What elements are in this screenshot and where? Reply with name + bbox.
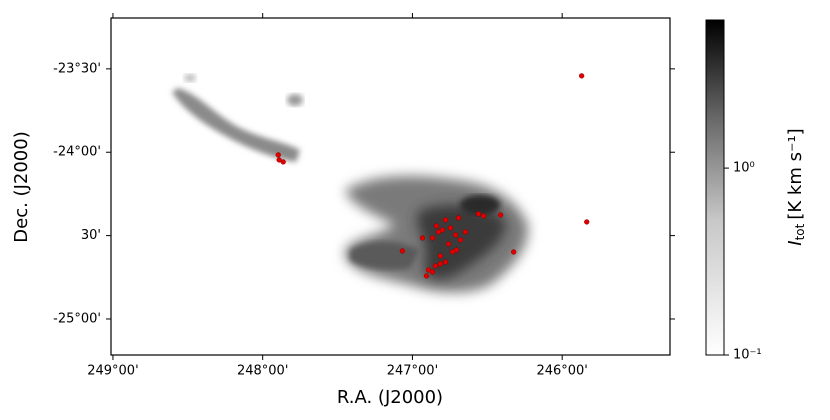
source-point [423,273,430,279]
colorbar-subscript: tot [793,223,807,240]
x-tick-label: 246°00' [536,364,587,379]
source-point [457,237,464,243]
y-axis-label: Dec. (J2000) [11,131,32,242]
source-point [433,223,440,229]
y-tick-label: -25°00' [53,311,101,326]
colorbar-units: [K km s⁻¹] [785,128,806,219]
source-point [275,152,281,158]
x-tick-label: 248°00' [237,364,288,379]
source-point [429,269,436,275]
source-point [429,235,436,241]
source-point [453,247,460,253]
source-point [445,241,452,247]
source-point [437,261,444,267]
source-point [437,253,444,259]
plot-frame [110,17,671,356]
colorbar-label: Itot [K km s⁻¹] [785,128,807,245]
source-point [455,215,462,221]
source-point [452,232,459,238]
source-point [442,217,449,223]
source-point [475,211,482,217]
source-point [399,248,406,254]
colorbar-symbol: I [785,240,806,245]
source-point [497,212,504,218]
emission-map [172,74,529,293]
source-point [462,229,469,235]
colorbar-tick-label: 10⁻¹ [733,348,762,363]
source-point [511,249,517,255]
x-tick-label: 249°00' [87,364,138,379]
x-axis-label: R.A. (J2000) [337,387,443,408]
source-point [280,159,286,165]
y-tick-label: -24°00' [53,145,101,160]
x-tick-label: 247°00' [387,364,438,379]
source-point [419,235,426,241]
source-point [435,229,442,235]
source-point [579,73,585,79]
source-point [584,219,590,225]
y-tick-label: 30' [81,228,101,243]
y-tick-label: -23°30' [53,61,101,76]
colorbar-tick-label: 10⁰ [733,161,755,176]
source-point [447,225,454,231]
source-point [480,213,487,219]
source-point [442,259,449,265]
colorbar [705,19,725,356]
source-point [432,263,439,269]
